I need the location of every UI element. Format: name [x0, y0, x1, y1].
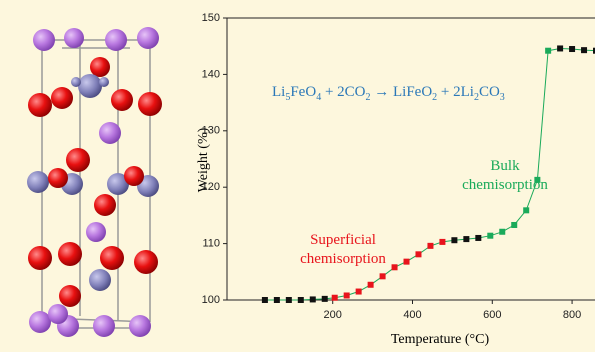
- data-point: [451, 237, 457, 243]
- crystal-atoms: [27, 27, 162, 337]
- data-point: [356, 289, 362, 295]
- data-point: [332, 295, 338, 301]
- data-point: [534, 177, 540, 183]
- data-point: [415, 251, 421, 257]
- x-axis-label: Temperature (°C): [391, 332, 490, 347]
- data-point: [274, 297, 280, 303]
- equation-part: + 2CO: [321, 84, 365, 100]
- equation-part: CO: [479, 84, 500, 100]
- data-point: [487, 233, 493, 239]
- data-point: [439, 239, 445, 245]
- data-point: [475, 235, 481, 241]
- data-point: [511, 222, 517, 228]
- x-tick-label: 400: [403, 309, 421, 321]
- data-point: [569, 46, 575, 52]
- data-point: [427, 243, 433, 249]
- x-tick-label: 800: [563, 309, 581, 321]
- equation: Li5FeO4 + 2CO2 → LiFeO2 + 2Li2CO3: [272, 84, 505, 103]
- data-point: [286, 297, 292, 303]
- y-tick-label: 130: [202, 125, 220, 137]
- data-point: [523, 207, 529, 213]
- equation-part: Li: [272, 84, 285, 100]
- annotation: chemisorption: [300, 251, 386, 267]
- data-point: [499, 229, 505, 235]
- figure: Weight (%) Temperature (°C) Li5FeO4 + 2C…: [0, 0, 595, 352]
- x-tick-label: 200: [324, 309, 342, 321]
- annotation: Bulk: [490, 158, 520, 174]
- equation-part: + 2Li: [437, 84, 474, 100]
- data-point: [557, 45, 563, 51]
- y-tick-label: 150: [202, 12, 220, 24]
- data-point: [404, 259, 410, 265]
- y-tick-label: 100: [202, 294, 220, 306]
- y-tick-label: 120: [202, 181, 220, 193]
- equation-part: FeO: [290, 84, 316, 100]
- annotation: Superficial: [310, 232, 376, 248]
- data-point: [392, 264, 398, 270]
- data-point: [380, 273, 386, 279]
- equation-part: 3: [500, 92, 505, 103]
- data-point: [262, 297, 268, 303]
- y-tick-label: 140: [202, 68, 220, 80]
- data-point: [344, 292, 350, 298]
- data-point: [463, 236, 469, 242]
- data-point: [322, 296, 328, 302]
- x-tick-label: 600: [483, 309, 501, 321]
- data-point: [310, 296, 316, 302]
- data-point: [298, 297, 304, 303]
- y-tick-label: 110: [202, 238, 220, 250]
- data-point: [368, 282, 374, 288]
- equation-part: → LiFeO: [370, 84, 432, 100]
- data-point: [545, 48, 551, 54]
- data-point: [581, 47, 587, 53]
